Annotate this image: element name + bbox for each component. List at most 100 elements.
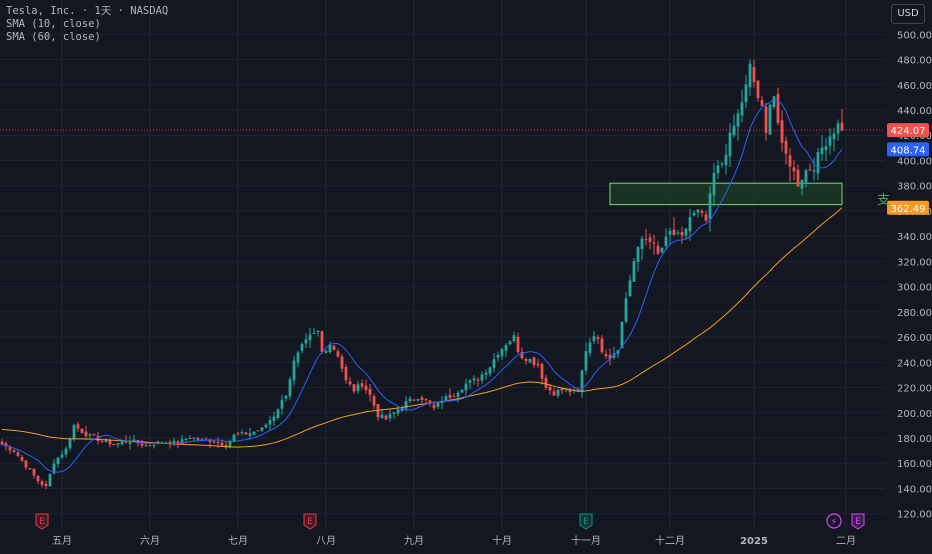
candle-body — [128, 442, 132, 444]
x-tick-label: 十一月 — [571, 534, 601, 547]
y-tick-label: 380.00 — [897, 182, 932, 193]
candle-body — [824, 146, 828, 151]
candle-body — [344, 367, 348, 381]
y-tick-label: 120.00 — [897, 510, 932, 521]
y-tick-label: 180.00 — [897, 434, 932, 445]
x-tick-label: 五月 — [52, 535, 72, 547]
candle-body — [836, 123, 840, 134]
candle-body — [12, 450, 16, 452]
candle-body — [504, 345, 508, 351]
candle-body — [676, 232, 680, 234]
candle-body — [680, 232, 684, 236]
candle-body — [644, 239, 648, 241]
y-tick-label: 260.00 — [897, 333, 932, 344]
candle-body — [800, 179, 804, 189]
candle-body — [816, 152, 820, 174]
candle-body — [324, 350, 328, 353]
candle-body — [744, 84, 748, 103]
candle-body — [712, 173, 716, 196]
candle-body — [44, 483, 48, 487]
candle-body — [544, 377, 548, 388]
candle-body — [656, 245, 660, 254]
candle-body — [688, 217, 692, 232]
y-tick-label: 500.00 — [897, 30, 932, 41]
candle-body — [828, 136, 832, 146]
candle-body — [408, 398, 412, 402]
candle-body — [440, 401, 444, 403]
candle-body — [384, 415, 388, 420]
candle-body — [244, 432, 248, 435]
candle-body — [412, 399, 416, 401]
candle-body — [256, 430, 260, 432]
event-label: E — [307, 517, 313, 527]
x-tick-label: 六月 — [140, 535, 160, 547]
currency-button[interactable]: USD — [891, 4, 925, 24]
candle-body — [372, 396, 376, 406]
candle-body — [248, 433, 252, 436]
candle-body — [516, 336, 520, 352]
sma60-legend[interactable]: SMA (60, close) — [6, 31, 101, 43]
candle-body — [496, 354, 500, 358]
symbol-title[interactable]: Tesla, Inc. · 1天 · NASDAQ — [6, 5, 169, 17]
candle-body — [292, 360, 296, 381]
x-tick-label: 七月 — [228, 535, 248, 547]
candle-body — [32, 468, 36, 476]
candle-body — [24, 460, 28, 468]
candle-body — [780, 120, 784, 143]
candle-body — [484, 372, 488, 375]
candle-body — [528, 359, 532, 363]
candle-body — [72, 425, 76, 439]
candle-body — [436, 402, 440, 407]
candle-body — [568, 388, 572, 393]
candle-body — [584, 351, 588, 371]
event-marker — [851, 513, 865, 530]
candle-body — [840, 122, 844, 131]
support-zone-note: 支 — [877, 193, 891, 208]
candle-body — [600, 338, 604, 353]
candle-body — [476, 379, 480, 381]
y-tick-label: 320.00 — [897, 257, 932, 268]
candle-body — [820, 147, 824, 155]
candle-body — [424, 398, 428, 400]
candle-body — [628, 280, 632, 297]
sma60-value-label-bg — [887, 200, 929, 215]
y-tick-label: 340.00 — [897, 232, 932, 243]
candle-body — [276, 409, 280, 418]
candle-body — [664, 236, 668, 247]
candle-body — [736, 113, 740, 127]
candle-body — [240, 432, 244, 434]
candle-body — [288, 379, 292, 397]
candle-body — [304, 339, 308, 344]
candle-body — [756, 80, 760, 99]
candle-body — [560, 388, 564, 391]
candle-body — [340, 356, 344, 369]
candle-body — [832, 133, 836, 140]
candle-body — [748, 63, 752, 88]
event-label: E — [583, 517, 589, 527]
candle-body — [76, 424, 80, 429]
candle-body — [200, 439, 204, 441]
candle-body — [660, 247, 664, 253]
y-tick-label: 140.00 — [897, 484, 932, 495]
candle-body — [192, 437, 196, 439]
candle-body — [208, 439, 212, 443]
candle-body — [720, 163, 724, 165]
candle-body — [228, 440, 232, 448]
candle-body — [464, 383, 468, 391]
candle-body — [268, 420, 272, 425]
candle-body — [480, 374, 484, 381]
sma10-value-label: 408.74 — [891, 145, 926, 156]
candle-body — [500, 348, 504, 357]
y-tick-label: 480.00 — [897, 56, 932, 67]
sma10-legend[interactable]: SMA (10, close) — [6, 18, 101, 30]
y-tick-label: 220.00 — [897, 384, 932, 395]
candle-body — [488, 367, 492, 374]
candle-body — [252, 431, 256, 435]
candle-body — [124, 441, 128, 443]
y-tick-label: 400.00 — [897, 156, 932, 167]
candle-body — [104, 439, 108, 442]
candle-body — [152, 445, 156, 447]
candle-body — [684, 228, 688, 236]
